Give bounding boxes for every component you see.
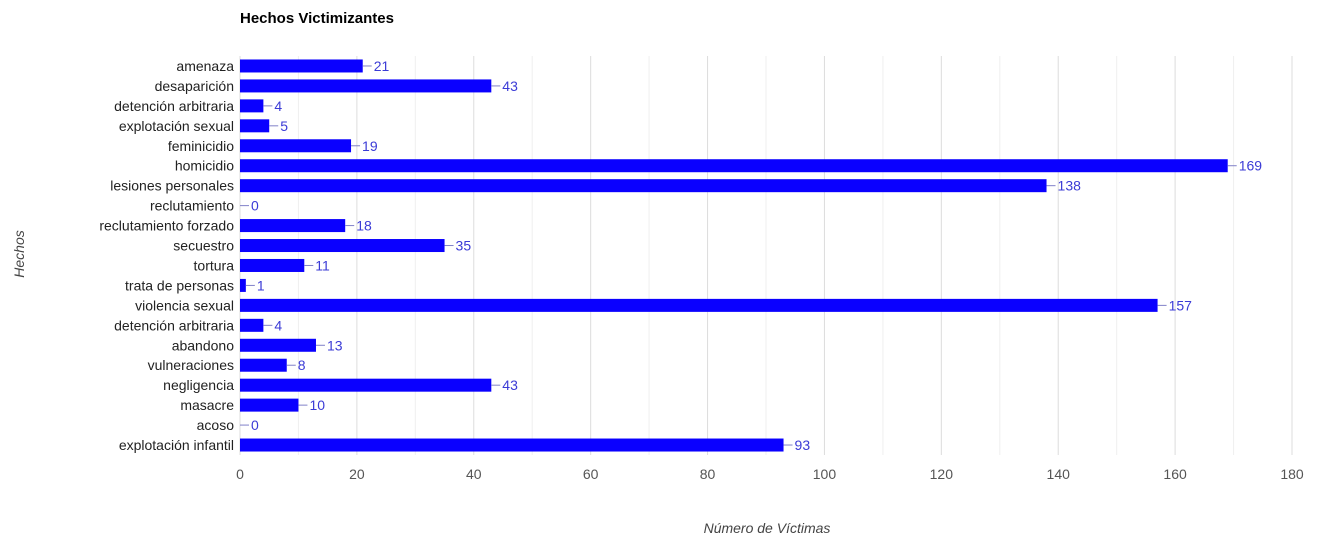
x-tick-label: 120	[930, 466, 954, 482]
y-axis-label: Hechos	[11, 230, 27, 277]
data-label: 18	[356, 218, 372, 234]
data-label: 21	[374, 58, 390, 74]
category-label: detención arbitraria	[114, 98, 234, 114]
data-label: 8	[298, 357, 306, 373]
x-tick-label: 20	[349, 466, 365, 482]
category-label: detención arbitraria	[114, 317, 234, 333]
data-label: 11	[315, 257, 330, 273]
category-label: secuestro	[173, 238, 234, 254]
x-tick-label: 160	[1163, 466, 1187, 482]
data-label: 1	[257, 277, 265, 293]
category-label: explotación infantil	[119, 437, 234, 453]
data-label: 138	[1058, 178, 1082, 194]
bar[interactable]	[240, 99, 264, 113]
data-label: 5	[280, 118, 288, 134]
bar[interactable]	[240, 258, 305, 272]
bar[interactable]	[240, 159, 1228, 173]
x-tick-labels: 0 20 40 60 80 100 120 140 160 180	[236, 466, 1304, 482]
bar[interactable]	[240, 119, 270, 133]
bar[interactable]	[240, 139, 352, 153]
category-label: violencia sexual	[135, 297, 234, 313]
data-label: 35	[456, 238, 472, 254]
bar[interactable]	[240, 298, 1158, 312]
x-tick-label: 140	[1047, 466, 1071, 482]
category-label: abandono	[172, 337, 235, 353]
x-axis-label: Número de Víctimas	[704, 520, 831, 536]
data-label: 43	[502, 78, 518, 94]
data-label: 157	[1169, 297, 1193, 313]
category-label: vulneraciones	[148, 357, 234, 373]
x-tick-label: 100	[813, 466, 837, 482]
category-label: homicidio	[175, 158, 234, 174]
bar[interactable]	[240, 179, 1047, 193]
x-tick-label: 180	[1280, 466, 1304, 482]
data-label: 0	[251, 417, 259, 433]
data-label: 43	[502, 377, 518, 393]
data-label: 13	[327, 337, 343, 353]
x-tick-label: 80	[700, 466, 716, 482]
bar[interactable]	[240, 438, 784, 452]
bar[interactable]	[240, 338, 316, 352]
bar[interactable]	[240, 239, 445, 253]
data-label: 93	[795, 437, 811, 453]
category-label: feminicidio	[168, 138, 234, 154]
category-labels: amenaza desaparición detención arbitraria e…	[99, 58, 234, 453]
category-label: explotación sexual	[119, 118, 234, 134]
bar[interactable]	[240, 59, 363, 73]
data-label: 0	[251, 198, 259, 214]
category-label: negligencia	[163, 377, 234, 393]
category-label: amenaza	[176, 58, 234, 74]
x-tick-label: 0	[236, 466, 244, 482]
data-label: 19	[362, 138, 378, 154]
category-label: acoso	[197, 417, 235, 433]
x-tick-label: 40	[466, 466, 482, 482]
category-label: reclutamiento	[150, 198, 234, 214]
chart-title: Hechos Victimizantes	[240, 10, 394, 27]
bar[interactable]	[240, 318, 264, 332]
data-label: 169	[1239, 158, 1263, 174]
bar[interactable]	[240, 219, 346, 233]
category-label: reclutamiento forzado	[99, 218, 234, 234]
category-label: trata de personas	[125, 277, 234, 293]
bar[interactable]	[240, 79, 492, 93]
category-label: lesiones personales	[110, 178, 234, 194]
x-tick-label: 60	[583, 466, 599, 482]
bar[interactable]	[240, 378, 492, 392]
gridlines	[239, 56, 1293, 455]
bar[interactable]	[240, 278, 246, 292]
category-label: desaparición	[155, 78, 234, 94]
data-label: 4	[274, 98, 282, 114]
bar[interactable]	[240, 358, 287, 372]
category-label: tortura	[194, 257, 235, 273]
category-label: masacre	[180, 397, 234, 413]
data-label: 10	[309, 397, 325, 413]
data-label: 4	[274, 317, 282, 333]
bar[interactable]	[240, 398, 299, 412]
